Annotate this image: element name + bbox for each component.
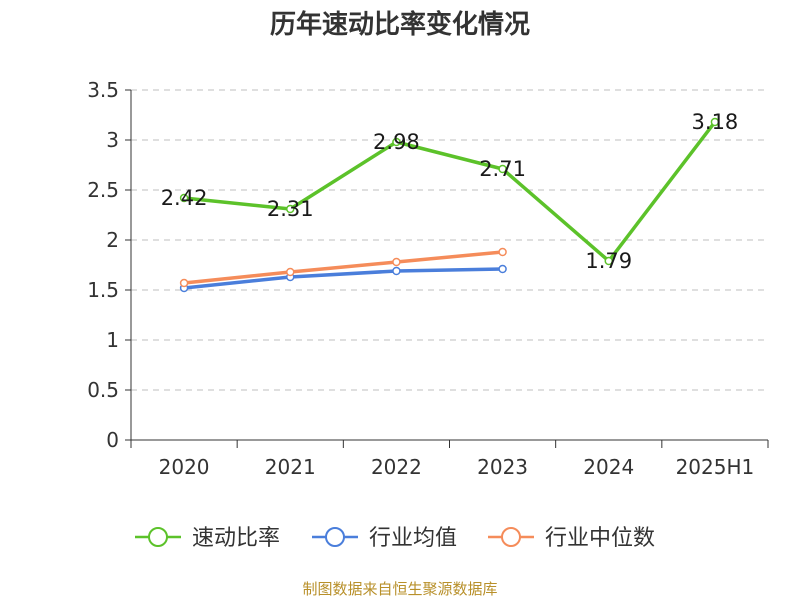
y-tick-label: 3.5 [87, 78, 119, 102]
data-point [392, 137, 401, 147]
data-point [710, 117, 720, 127]
y-tick-label: 1 [106, 328, 119, 352]
series-line [183, 267, 503, 290]
data-point [498, 264, 507, 274]
data-point [498, 247, 507, 257]
data-label: 2.42 [161, 186, 208, 210]
data-label: 2.71 [479, 157, 526, 181]
y-tick-label: 0.5 [87, 378, 119, 402]
y-tick-label: 1.5 [87, 278, 119, 302]
data-label: 1.79 [585, 249, 632, 273]
legend-marker [325, 527, 345, 547]
data-point [392, 266, 401, 276]
chart-title: 历年速动比率变化情况 [269, 10, 530, 40]
data-label: 3.18 [692, 110, 739, 134]
x-tick-label: 2021 [265, 455, 316, 479]
series-line [183, 250, 503, 285]
data-point [392, 257, 401, 267]
legend-label: 速动比率 [192, 526, 280, 551]
y-tick-label: 2.5 [87, 178, 119, 202]
y-tick-label: 0 [106, 428, 119, 452]
data-point [179, 193, 189, 203]
legend-marker [501, 527, 521, 547]
legend-label: 行业均值 [369, 526, 457, 551]
data-point [286, 267, 295, 277]
series-line [183, 120, 717, 263]
data-point [286, 204, 295, 214]
data-label: 2.98 [373, 130, 420, 154]
data-label: 2.31 [267, 197, 314, 221]
x-tick-label: 2020 [159, 455, 210, 479]
data-point [179, 278, 189, 288]
x-tick-label: 2022 [371, 455, 422, 479]
data-point [604, 256, 613, 266]
data-point [498, 164, 507, 174]
y-tick-label: 3 [106, 128, 119, 152]
x-tick-label: 2024 [583, 455, 634, 479]
legend-marker [148, 527, 168, 547]
x-tick-label: 2025H1 [676, 455, 755, 479]
x-tick-label: 2023 [477, 455, 528, 479]
legend-label: 行业中位数 [545, 526, 655, 551]
y-tick-label: 2 [106, 228, 119, 252]
data-source-note: 制图数据来自恒生聚源数据库 [302, 580, 498, 598]
